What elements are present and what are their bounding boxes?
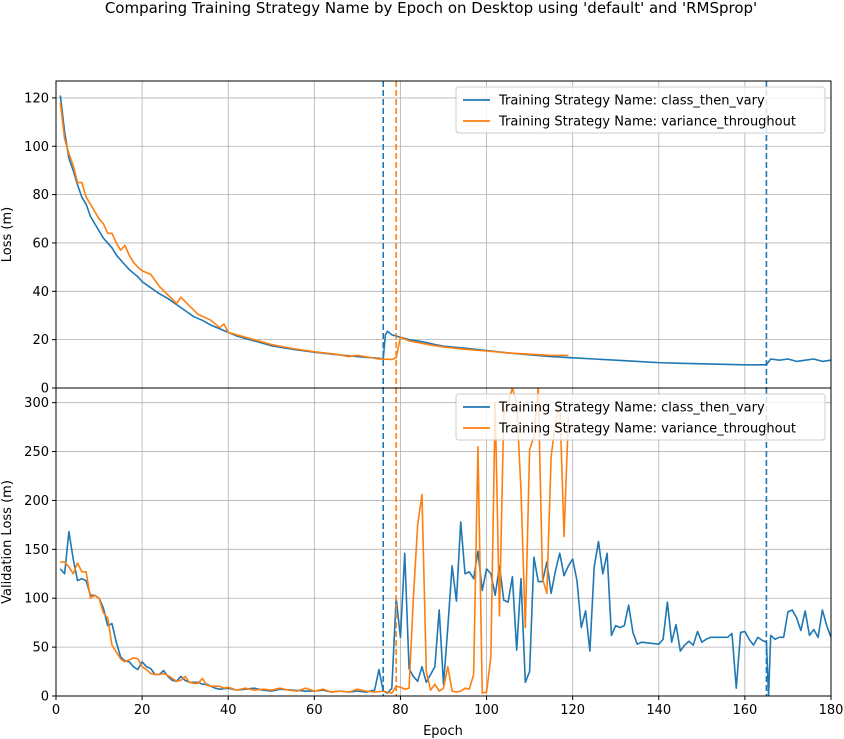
x-tick-label: 80: [392, 703, 409, 718]
legend: Training Strategy Name: class_then_vary T…: [455, 393, 826, 441]
x-tick-label: 120: [560, 703, 585, 718]
legend-entry: Training Strategy Name: variance_through…: [498, 422, 796, 437]
legend-entry: Training Strategy Name: class_then_vary: [498, 401, 765, 416]
y-tick-label: 60: [32, 236, 49, 251]
x-tick-label: 40: [220, 703, 237, 718]
y-axis-label: Validation Loss (m): [0, 480, 15, 604]
y-tick-label: 100: [24, 140, 49, 155]
x-axis-label: Epoch: [423, 724, 463, 739]
legend-box: [455, 393, 826, 441]
x-tick-label: 0: [52, 703, 60, 718]
x-tick-label: 100: [474, 703, 499, 718]
y-tick-label: 50: [32, 641, 49, 656]
y-tick-label: 80: [32, 188, 49, 203]
legend: Training Strategy Name: class_then_vary T…: [455, 86, 826, 134]
y-tick-label: 120: [24, 91, 49, 106]
legend-entry: Training Strategy Name: class_then_vary: [498, 94, 765, 109]
y-tick-label: 20: [32, 333, 49, 348]
x-tick-label: 20: [134, 703, 151, 718]
y-tick-label: 100: [24, 592, 49, 607]
y-tick-label: 250: [24, 445, 49, 460]
series-line-class-then-vary: [59, 95, 831, 366]
series-line-variance-throughout: [60, 388, 570, 694]
legend-box: [455, 86, 826, 134]
x-tick-label: 60: [306, 703, 323, 718]
chart-title: Comparing Training Strategy Name by Epoc…: [105, 0, 757, 17]
y-tick-label: 0: [41, 382, 49, 397]
y-tick-label: 300: [24, 396, 49, 411]
y-tick-label: 200: [24, 494, 49, 509]
x-tick-label: 140: [646, 703, 671, 718]
loss-panel: 0 20 40 60 80 100 120 Loss (m) Training Strategy…: [0, 80, 832, 397]
y-tick-label: 0: [41, 690, 49, 705]
y-tick-label: 150: [24, 543, 49, 558]
legend-entry: Training Strategy Name: variance_through…: [498, 115, 796, 130]
series-line-variance-throughout: [59, 102, 569, 361]
axes-frame: [55, 387, 832, 697]
x-tick-label: 180: [819, 703, 844, 718]
y-axis-label: Loss (m): [0, 207, 15, 262]
x-tick-label: 160: [732, 703, 757, 718]
series-line-class-then-vary: [59, 521, 831, 696]
y-tick-label: 40: [32, 285, 49, 300]
